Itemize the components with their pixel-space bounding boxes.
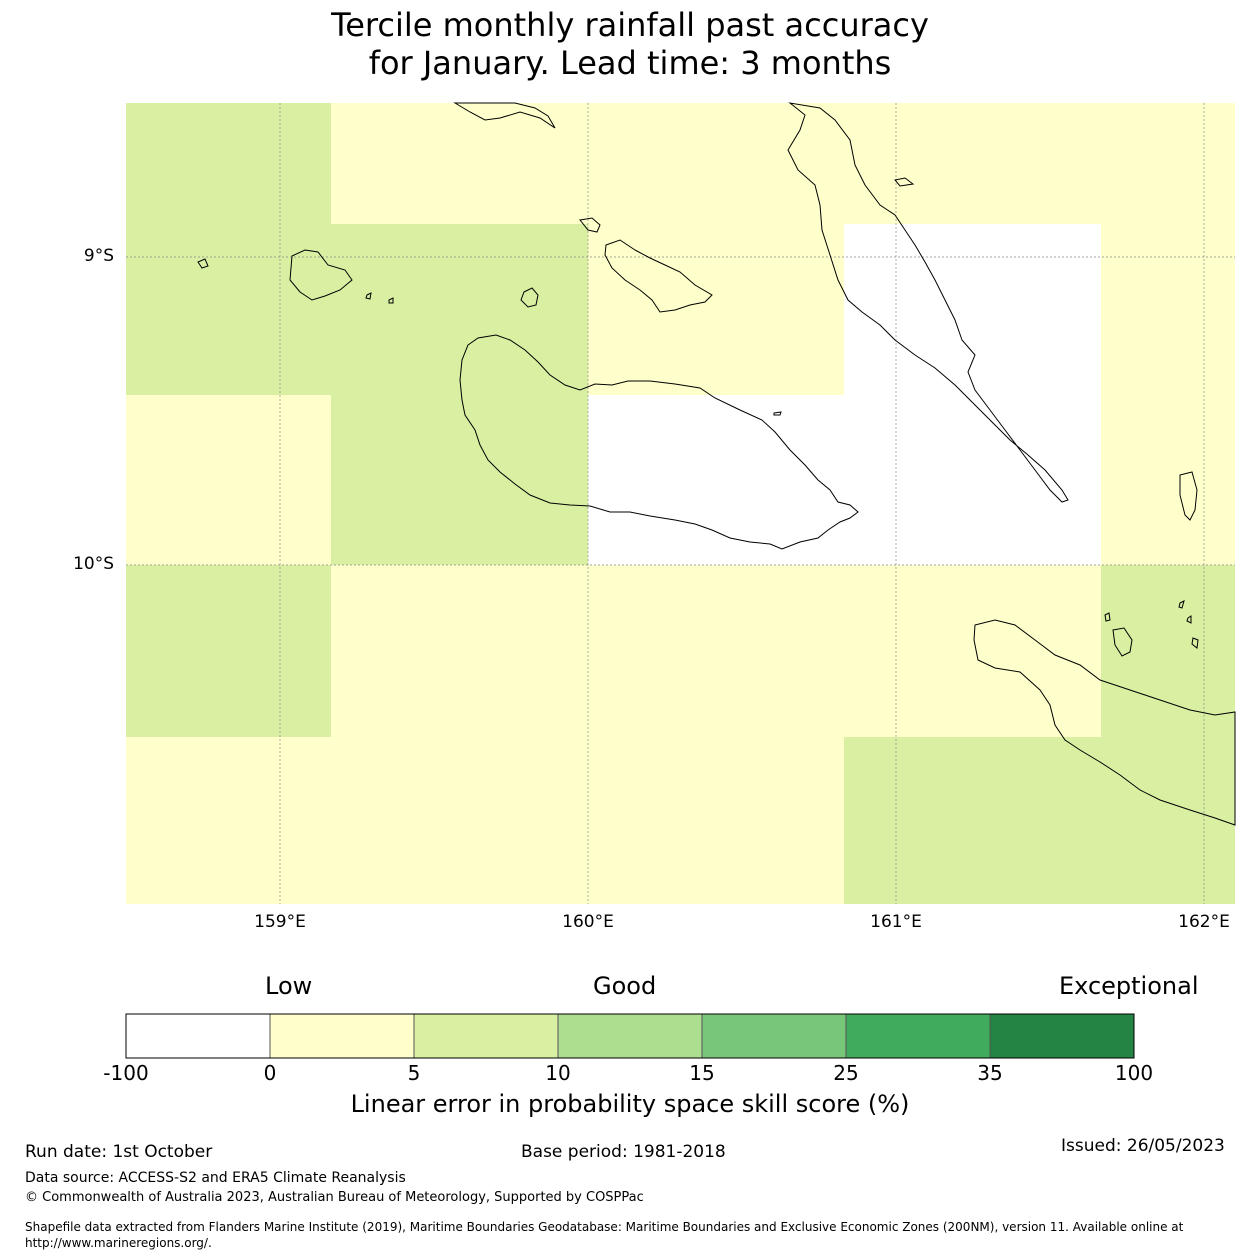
colorbar-tick: 5 [407,1061,421,1085]
colorbar-tick: 10 [545,1061,571,1085]
colorbar-tick: 0 [263,1061,277,1085]
colorbar-segment [846,1014,990,1058]
coastline-makira [973,619,1236,826]
grid-cell [331,224,588,565]
lon-label-159e: 159°E [254,912,306,932]
coastline-malaita [787,102,1069,503]
run-date: Run date: 1st October [25,1142,213,1162]
colorbar-tick: 35 [977,1061,1003,1085]
gridlines [126,103,1235,904]
colorbar-segment [702,1014,846,1058]
base-period: Base period: 1981-2018 [521,1142,726,1162]
coastline-islet-4 [1191,637,1199,649]
grid-cell [1101,224,1235,565]
grid-cell [126,103,331,395]
grid-cell [1101,565,1235,737]
coastline-islet-5 [894,177,915,187]
colorbar-category-good: Good [593,972,657,1000]
colorbar-frame [125,1013,1135,1059]
grid-cell [588,395,1101,565]
coastline-isabel [453,102,556,129]
coastline-islet-3 [1186,615,1192,624]
colorbar-segment [270,1014,414,1058]
title-line-2: for January. Lead time: 3 months [368,44,892,82]
coastline-small-island-west [197,258,209,269]
coastline-russell-islands [289,249,353,301]
colorbar-category-low: Low [265,972,313,1000]
lon-label-162e: 162°E [1178,912,1230,932]
coastline-ulawa [1179,471,1198,521]
coastline-islet-6 [365,292,372,300]
grid-cell [331,565,1101,737]
coastline-savo [520,287,539,308]
skill-grid [126,103,1235,904]
lat-label-9s: 9°S [83,246,114,266]
coastline-small-island-ne [579,217,601,233]
lon-label-161e: 161°E [870,912,922,932]
colorbar-segment [990,1014,1134,1058]
colorbar-tick: 15 [689,1061,715,1085]
lon-label-160e: 160°E [562,912,614,932]
data-source: Data source: ACCESS-S2 and ERA5 Climate … [25,1170,406,1186]
coastline-small-island-bay [773,411,782,416]
colorbar-label: Linear error in probability space skill … [350,1090,910,1118]
grid-cell [844,224,1101,395]
lat-label-10s: 10°S [73,554,114,574]
colorbar-tick: -100 [103,1061,149,1085]
coastline-guadalcanal [459,334,859,550]
grid-cell [126,737,844,904]
copyright: © Commonwealth of Australia 2023, Austra… [25,1190,644,1205]
colorbar-segment [414,1014,558,1058]
coastline-small-island-east [1112,627,1133,657]
coastline-florida-islands [604,239,713,313]
shapefile-credit-line-1: Shapefile data extracted from Flanders M… [25,1220,1184,1234]
grid-cell [331,103,1235,224]
colorbar-segment [558,1014,702,1058]
colorbar-tick: 25 [833,1061,859,1085]
colorbar-category-exceptional: Exceptional [1059,972,1199,1000]
grid-cell [588,224,844,395]
coastlines [197,102,1236,826]
grid-cell [126,395,331,565]
title-line-1: Tercile monthly rainfall past accuracy [331,6,929,44]
colorbar [125,1013,1135,1059]
coastline-islet-7 [388,297,394,304]
grid-cell [844,737,1235,904]
grid-cell [126,565,331,737]
coastline-islet-1 [1104,612,1111,622]
issued-date: Issued: 26/05/2023 [1061,1136,1225,1156]
colorbar-segment [126,1014,270,1058]
shapefile-credit-line-2: http://www.marineregions.org/. [25,1236,212,1250]
colorbar-tick: 100 [1114,1061,1154,1085]
coastline-islet-2 [1178,600,1185,609]
